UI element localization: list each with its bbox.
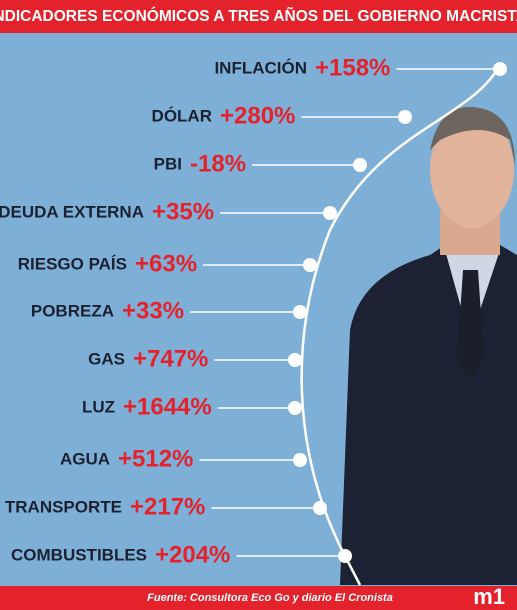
item-label: GAS — [88, 349, 125, 368]
item-label: COMBUSTIBLES — [11, 545, 147, 564]
row: PBI -18% — [154, 150, 367, 177]
item-value: +747% — [133, 345, 208, 372]
row: TRANSPORTE +217% — [5, 493, 327, 520]
item-label: DEUDA EXTERNA — [0, 202, 144, 221]
row: POBREZA +33% — [31, 297, 307, 324]
item-label: LUZ — [82, 397, 115, 416]
item-value: +35% — [152, 198, 214, 225]
item-value: +217% — [130, 493, 205, 520]
row: GAS +747% — [88, 345, 302, 372]
dot — [313, 501, 327, 515]
item-label: PBI — [154, 154, 182, 173]
row: DEUDA EXTERNA +35% — [0, 198, 337, 225]
dot — [293, 305, 307, 319]
dot — [353, 158, 367, 172]
item-label: AGUA — [60, 449, 110, 468]
item-label: DÓLAR — [152, 106, 212, 125]
item-value: +512% — [118, 445, 193, 472]
rows: INFLACIÓN +158% DÓLAR +280% PBI -18% DEUDA EXT… — [0, 54, 507, 568]
row: AGUA +512% — [60, 445, 307, 472]
item-label: RIESGO PAÍS — [18, 254, 127, 273]
item-value: -18% — [190, 150, 246, 177]
item-value: +1644% — [123, 393, 212, 420]
item-label: POBREZA — [31, 301, 114, 320]
item-value: +204% — [155, 541, 230, 568]
dot — [303, 258, 317, 272]
row: DÓLAR +280% — [152, 102, 412, 129]
portrait — [340, 106, 517, 585]
row: INFLACIÓN +158% — [214, 54, 507, 81]
footer-bar — [0, 586, 517, 610]
dot — [398, 110, 412, 124]
row: RIESGO PAÍS +63% — [18, 250, 317, 277]
item-value: +63% — [135, 250, 197, 277]
header-bar — [0, 0, 517, 33]
dot — [323, 206, 337, 220]
row: COMBUSTIBLES +204% — [11, 541, 352, 568]
dot — [288, 353, 302, 367]
item-label: TRANSPORTE — [5, 497, 122, 516]
dot — [338, 549, 352, 563]
title: INDICADORES ECONÓMICOS A TRES AÑOS DEL G… — [0, 7, 517, 25]
item-value: +280% — [220, 102, 295, 129]
item-label: INFLACIÓN — [214, 58, 307, 77]
logo: m1 — [473, 584, 505, 609]
item-value: +158% — [315, 54, 390, 81]
dot — [293, 453, 307, 467]
item-value: +33% — [122, 297, 184, 324]
curve — [300, 64, 502, 586]
source: Fuente: Consultora Eco Go y diario El Cr… — [147, 592, 393, 604]
dot — [493, 62, 507, 76]
dot — [288, 401, 302, 415]
row: LUZ +1644% — [82, 393, 302, 420]
